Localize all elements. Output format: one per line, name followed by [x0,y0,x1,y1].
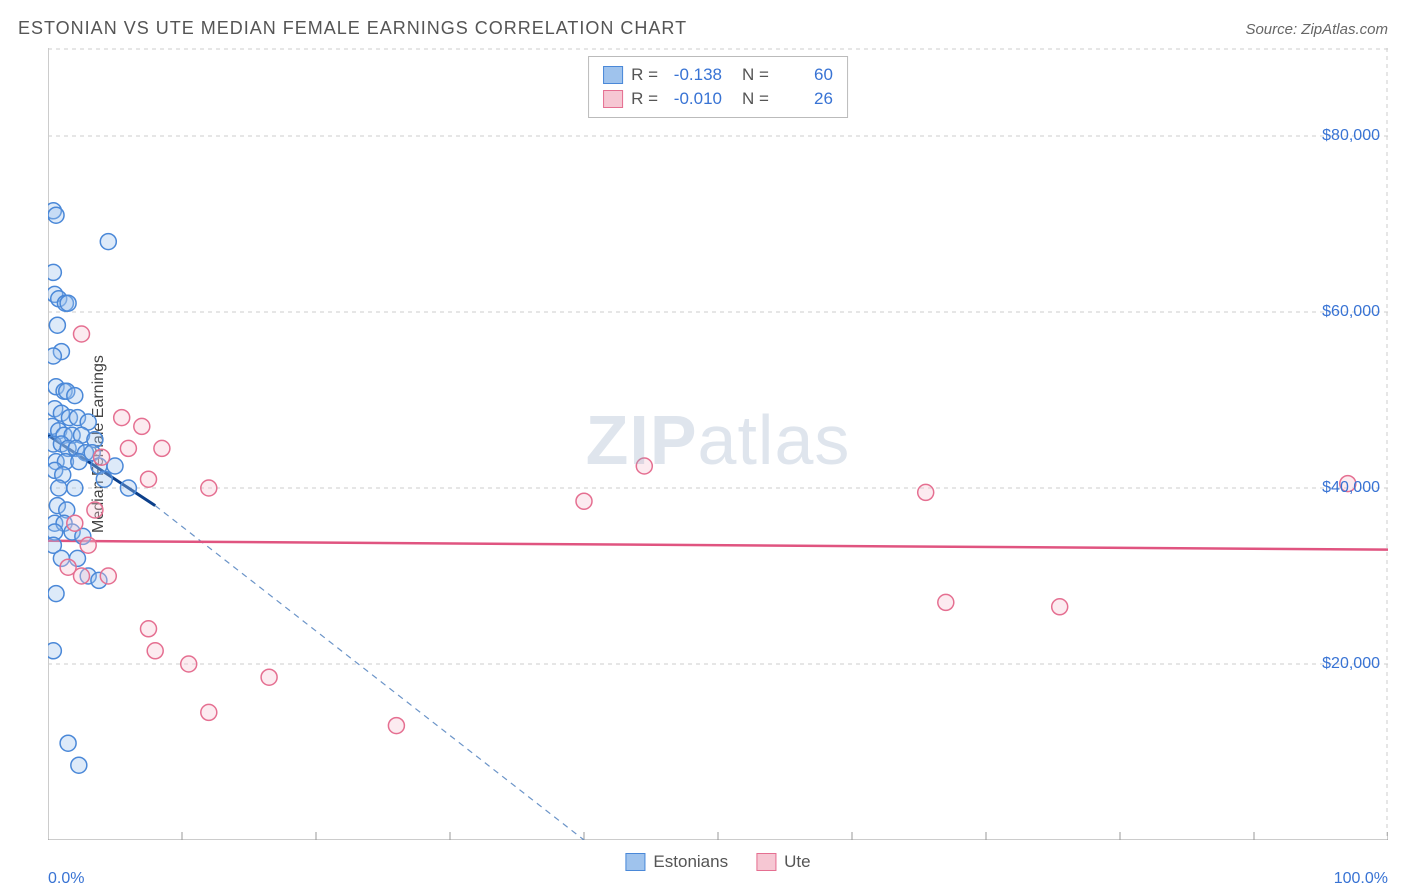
n-label: N = [742,89,769,109]
r-label: R = [631,65,658,85]
series-legend: Estonians Ute [625,852,810,872]
stats-row-estonians: R = -0.138 N = 60 [603,63,833,87]
y-tick-label: $40,000 [1322,479,1380,497]
n-label: N = [742,65,769,85]
plot-container: Median Female Earnings ZIPatlas R = -0.1… [48,48,1388,840]
legend-label-estonians: Estonians [653,852,728,872]
scatter-plot [48,48,1388,840]
swatch-estonians [625,853,645,871]
n-value-ute: 26 [777,89,833,109]
chart-title: ESTONIAN VS UTE MEDIAN FEMALE EARNINGS C… [18,18,687,39]
swatch-estonians [603,66,623,84]
n-value-estonians: 60 [777,65,833,85]
legend-item-estonians: Estonians [625,852,728,872]
x-max-label: 100.0% [1334,870,1388,888]
y-tick-label: $60,000 [1322,303,1380,321]
source-label: Source: ZipAtlas.com [1245,21,1388,38]
r-value-ute: -0.010 [666,89,722,109]
stats-legend: R = -0.138 N = 60 R = -0.010 N = 26 [588,56,848,118]
stats-row-ute: R = -0.010 N = 26 [603,87,833,111]
swatch-ute [603,90,623,108]
y-tick-label: $20,000 [1322,655,1380,673]
swatch-ute [756,853,776,871]
legend-item-ute: Ute [756,852,810,872]
x-min-label: 0.0% [48,870,84,888]
r-value-estonians: -0.138 [666,65,722,85]
r-label: R = [631,89,658,109]
legend-label-ute: Ute [784,852,810,872]
y-tick-label: $80,000 [1322,127,1380,145]
